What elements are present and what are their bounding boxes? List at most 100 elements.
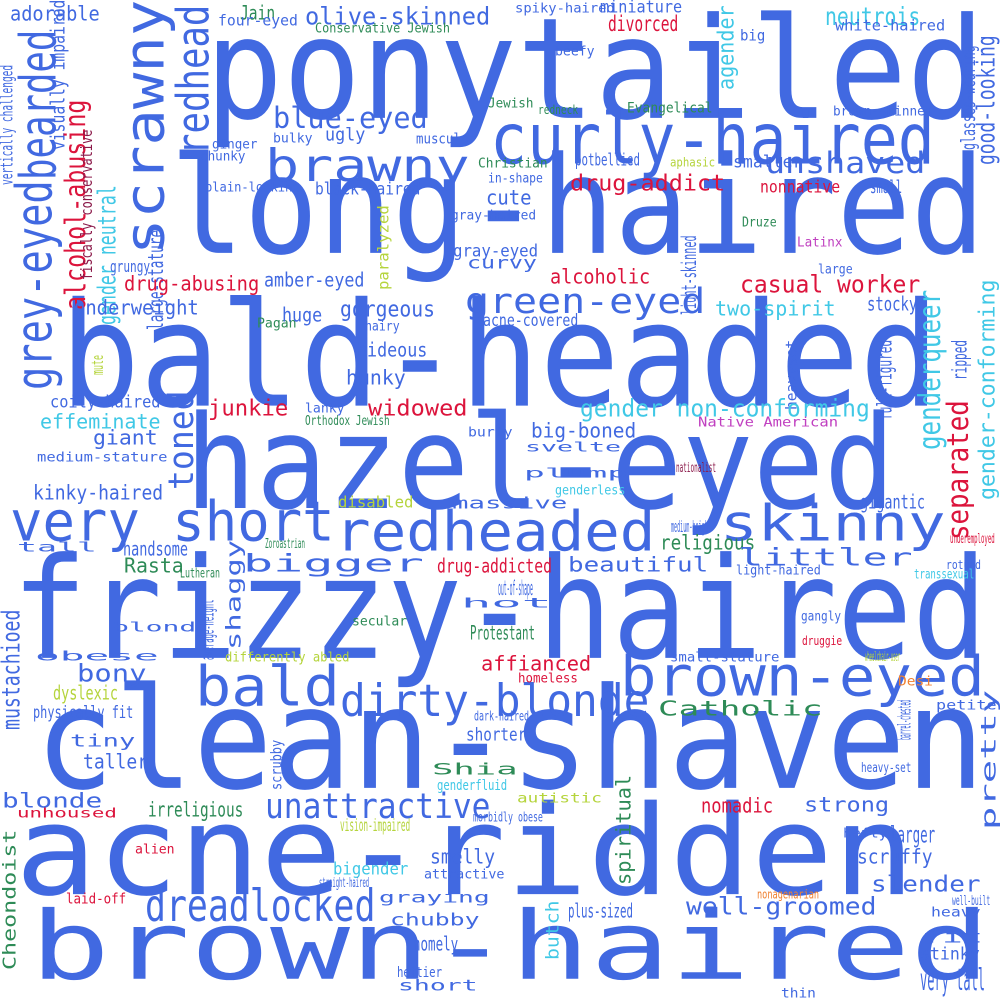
word-white-haired: white-haired (835, 17, 946, 36)
word-transsexual: transsexual (914, 568, 975, 583)
word-alcoholic: alcoholic (550, 265, 651, 290)
word-beefy: beefy (555, 43, 595, 60)
word-straight-haired: straight-haired (319, 875, 370, 890)
word-genderless: genderless (555, 482, 626, 499)
word-bigger: bigger (243, 549, 424, 578)
word-unshaved: unshaved (765, 146, 926, 182)
word-brown-skinned: brown-skinned (833, 103, 933, 120)
word-hideous: hideous (357, 337, 428, 362)
word-pagan: Pagan (257, 315, 297, 332)
word-zoroastrian: Zoroastrian (265, 536, 306, 551)
word-gray-eyed: gray-eyed (453, 241, 539, 261)
word-gorgeous: gorgeous (340, 296, 436, 323)
word-homeless: homeless (518, 670, 578, 687)
word-dirty-blonde: dirty-blonde (340, 675, 650, 728)
word-vision-impaired: vision-impaired (340, 815, 411, 835)
word-brown-haired: brown-haired (30, 891, 991, 1000)
word-catholic: Catholic (658, 697, 823, 722)
word-full-figured: full-figured (873, 339, 897, 420)
word-brawny: brawny (265, 140, 470, 193)
word-redhead: redhead (168, 4, 220, 155)
word-clean-shaven: clean-shaven (35, 658, 985, 822)
word-jewish: Jewish (488, 95, 534, 112)
word-huge: huge (282, 302, 323, 327)
word-light-skinned: light-skinned (678, 235, 702, 315)
word-cheondoist: Cheondoist (0, 829, 20, 970)
word-larger: larger (890, 820, 936, 848)
word-big-boned: big-boned (531, 419, 637, 444)
word-rotund: rotund (946, 558, 981, 573)
word-gangly: gangly (801, 608, 842, 625)
word-black-haired: black-haired (315, 179, 421, 199)
word-kinky-haired: kinky-haired (33, 481, 164, 506)
word-blond: blond (112, 619, 197, 636)
word-strong: strong (804, 793, 890, 818)
word-druze: Druze (742, 214, 777, 231)
word-medium-stature: medium-stature (37, 449, 168, 466)
word-hunky: hunky (346, 366, 406, 391)
word-well-built: well-built (952, 893, 991, 908)
word-thin: thin (781, 985, 816, 1000)
word-bony: bony (77, 659, 147, 688)
word-stinky: stinky (920, 944, 980, 964)
word-bald: bald (195, 655, 340, 720)
word-genderfluid: genderfluid (437, 777, 508, 795)
word-aphasic: aphasic (670, 154, 716, 171)
word-divorced: divorced (608, 12, 679, 38)
word-native-american: Native American (698, 414, 839, 431)
word-dark-haired: dark-haired (474, 707, 529, 724)
word-ripped: ripped (948, 339, 972, 380)
word-brown-eyed: brown-eyed (620, 645, 985, 710)
word-adorable: adorable (10, 2, 100, 27)
word-barrel-chested: barrel-chested (894, 699, 915, 740)
word-spiritual: spiritual (612, 774, 637, 885)
word-two-spirit: two-spirit (715, 297, 836, 322)
word-autistic: autistic (517, 790, 602, 807)
word-agender: agender (713, 5, 740, 91)
word-mute: mute (88, 355, 107, 375)
word-junkie: junkie (208, 395, 289, 422)
word-out-of-shape: out-of-shape (498, 577, 533, 600)
word-bulky: bulky (273, 130, 313, 147)
word-frizzy-haired: frizzy-haired (12, 528, 988, 692)
word-gigantic: gigantic (860, 491, 926, 515)
word-dreadlocked: dreadlocked (145, 881, 376, 933)
word-nonagenarian: nonagenarian (757, 888, 820, 903)
word-medium-height: medium-height (671, 518, 711, 536)
word-unattractive: unattractive (265, 786, 491, 828)
word-scrubby: scrubby (267, 739, 286, 790)
word-secular: secular (352, 613, 408, 630)
word-blonde: blonde (2, 789, 103, 814)
word-gender-conforming: gender-conforming (974, 279, 1000, 500)
word-in-shape: in-shape (488, 170, 543, 187)
word-acne-covered: acne-covered (483, 311, 579, 332)
word-curly-haired: curly-haired (490, 99, 935, 181)
word-coily-haired: coily-haired (50, 392, 161, 412)
word-taller: taller (83, 750, 149, 775)
word-smaller: smaller (733, 152, 803, 172)
word-tiny: tiny (70, 731, 136, 751)
word-fit: fit (922, 927, 983, 947)
word-handsome: handsome (123, 538, 189, 562)
word-acne-ridden: acne-ridden (15, 779, 915, 925)
word-plus-sized: plus-sized (568, 899, 634, 923)
word-plump: plump (524, 465, 629, 482)
word-differently-abled: differently abled (225, 649, 350, 666)
word-small: small (870, 176, 903, 198)
word-mustachioed: mustachioed (0, 609, 27, 730)
word-nonnative: nonnative (760, 177, 841, 197)
word-massive: massive (452, 494, 568, 514)
word-lanky: lanky (305, 400, 345, 417)
word-shorter: shorter (466, 725, 527, 746)
word-svelte: svelte (525, 439, 622, 456)
word-hefty: hefty (843, 825, 888, 842)
word-chunky: chunky (200, 148, 246, 165)
word-petite: petite (936, 697, 997, 714)
word-vertically-challenged: vertically challenged (0, 64, 18, 185)
word-effeminate: effeminate (40, 410, 161, 435)
word-toned: toned (161, 390, 203, 490)
word-small-stature: small-stature (670, 649, 780, 666)
word-shia: Shia (432, 760, 518, 780)
word-orthodox-jewish: Orthodox Jewish (305, 413, 390, 430)
